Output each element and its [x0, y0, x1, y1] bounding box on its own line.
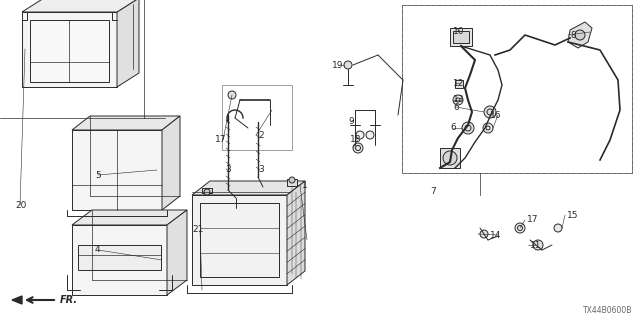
Polygon shape — [30, 20, 109, 82]
Text: 15: 15 — [567, 211, 579, 220]
Polygon shape — [192, 181, 305, 195]
Polygon shape — [72, 130, 162, 210]
Bar — [402, 5, 632, 173]
Text: 6: 6 — [450, 124, 456, 132]
Text: 9: 9 — [348, 117, 354, 126]
Text: 16: 16 — [490, 110, 502, 119]
Polygon shape — [192, 195, 287, 285]
Polygon shape — [72, 225, 167, 295]
Polygon shape — [72, 116, 180, 130]
Circle shape — [515, 223, 525, 233]
Polygon shape — [287, 179, 297, 186]
Circle shape — [289, 177, 295, 183]
Circle shape — [462, 122, 474, 134]
Bar — [78, 245, 161, 270]
Circle shape — [484, 106, 496, 118]
Polygon shape — [72, 210, 187, 225]
Text: 4: 4 — [95, 245, 100, 254]
Circle shape — [204, 189, 210, 195]
Text: 17: 17 — [527, 215, 538, 225]
Circle shape — [483, 123, 493, 133]
Bar — [453, 31, 469, 43]
Text: 10: 10 — [453, 28, 465, 36]
Text: 18: 18 — [350, 135, 362, 145]
Text: 3: 3 — [225, 165, 231, 174]
Text: 12: 12 — [453, 78, 465, 87]
Polygon shape — [440, 148, 460, 168]
Circle shape — [575, 30, 585, 40]
Circle shape — [443, 151, 457, 165]
Circle shape — [344, 61, 352, 69]
Text: 21: 21 — [192, 226, 204, 235]
Polygon shape — [12, 296, 22, 304]
Circle shape — [533, 240, 543, 250]
Polygon shape — [167, 210, 187, 295]
Text: 1: 1 — [302, 180, 308, 189]
Circle shape — [228, 91, 236, 99]
Text: TX44B0600B: TX44B0600B — [582, 306, 632, 315]
Text: 11: 11 — [530, 241, 541, 250]
Polygon shape — [202, 188, 212, 193]
Text: 2: 2 — [258, 131, 264, 140]
Polygon shape — [568, 22, 592, 48]
Text: 14: 14 — [490, 230, 501, 239]
Text: 20: 20 — [15, 201, 26, 210]
Text: 5: 5 — [95, 171, 100, 180]
Bar — [200, 203, 279, 277]
Bar — [222, 85, 292, 150]
Polygon shape — [117, 0, 139, 87]
Bar — [402, 5, 632, 173]
Circle shape — [480, 230, 488, 238]
Bar — [455, 80, 463, 88]
Text: 19: 19 — [332, 60, 344, 69]
Text: 7: 7 — [430, 188, 436, 196]
Text: 3: 3 — [258, 165, 264, 174]
Circle shape — [453, 95, 463, 105]
Polygon shape — [162, 116, 180, 210]
Text: 17: 17 — [215, 135, 227, 145]
Circle shape — [366, 131, 374, 139]
Text: FR.: FR. — [60, 295, 78, 305]
Circle shape — [356, 131, 364, 139]
Bar — [450, 28, 472, 46]
Polygon shape — [22, 12, 117, 87]
Polygon shape — [287, 181, 305, 285]
Circle shape — [554, 224, 562, 232]
Text: 8: 8 — [570, 30, 576, 39]
Polygon shape — [22, 0, 139, 12]
Text: 6: 6 — [453, 102, 459, 111]
Circle shape — [353, 143, 363, 153]
Text: 13: 13 — [453, 95, 465, 105]
